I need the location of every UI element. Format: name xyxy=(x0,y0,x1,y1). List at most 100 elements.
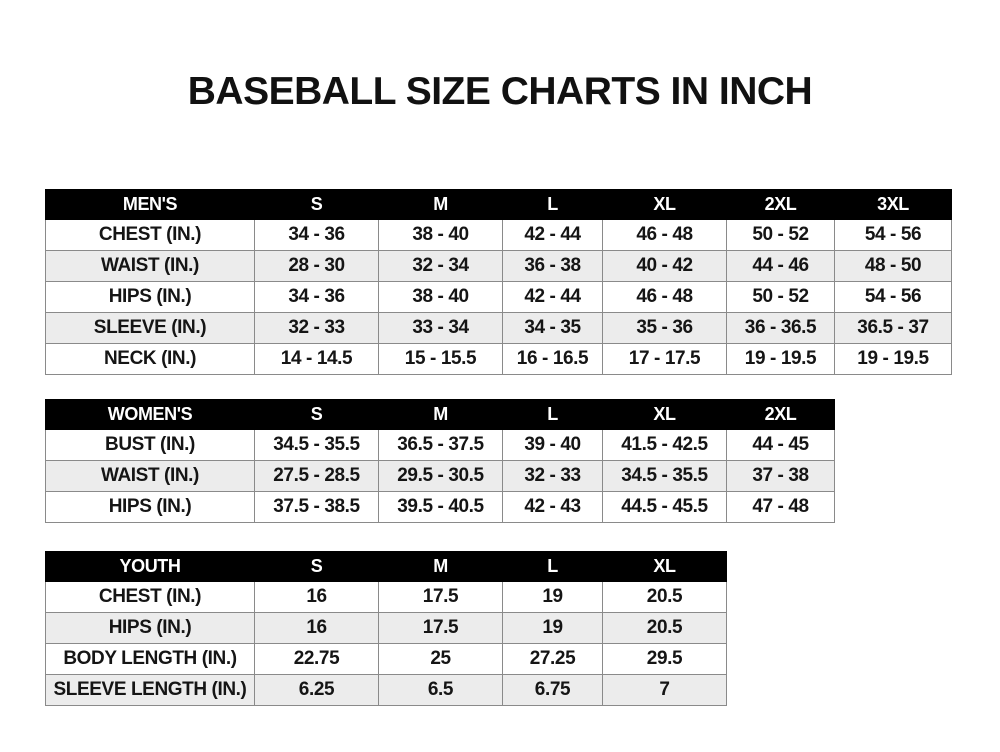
size-value: 6.5 xyxy=(378,674,503,706)
measurement-label: HIPS (IN.) xyxy=(45,612,255,644)
size-value: 27.5 - 28.5 xyxy=(254,460,379,492)
measurement-label: SLEEVE (IN.) xyxy=(45,312,255,344)
measurement-label: HIPS (IN.) xyxy=(45,281,255,313)
size-value: 32 - 33 xyxy=(502,460,603,492)
size-value: 34 - 36 xyxy=(254,219,379,251)
table-row: NECK (IN.) 14 - 14.5 15 - 15.5 16 - 16.5 17 … xyxy=(45,343,952,375)
size-header: L xyxy=(502,399,603,430)
header-row: YOUTH S M L XL xyxy=(45,551,727,582)
table-row: HIPS (IN.) 37.5 - 38.5 39.5 - 40.5 42 - 43 4… xyxy=(45,491,835,523)
size-value: 19 xyxy=(502,581,603,613)
size-header: L xyxy=(502,551,603,582)
table-row: HIPS (IN.) 16 17.5 19 20.5 xyxy=(45,612,727,644)
size-value: 6.25 xyxy=(254,674,379,706)
size-value: 50 - 52 xyxy=(726,219,835,251)
size-value: 35 - 36 xyxy=(602,312,727,344)
size-value: 33 - 34 xyxy=(378,312,503,344)
size-value: 17.5 xyxy=(378,612,503,644)
size-value: 20.5 xyxy=(602,581,727,613)
size-header: S xyxy=(254,399,379,430)
size-header: M xyxy=(378,189,503,220)
size-value: 46 - 48 xyxy=(602,281,727,313)
size-header: S xyxy=(254,189,379,220)
size-value: 47 - 48 xyxy=(726,491,835,523)
size-value: 39.5 - 40.5 xyxy=(378,491,503,523)
size-header: XL xyxy=(602,189,727,220)
size-value: 19 - 19.5 xyxy=(726,343,835,375)
category-header: MEN'S xyxy=(45,189,255,220)
size-value: 19 xyxy=(502,612,603,644)
size-value: 48 - 50 xyxy=(834,250,952,282)
table-row: BUST (IN.) 34.5 - 35.5 36.5 - 37.5 39 - 40 4… xyxy=(45,429,835,461)
size-value: 20.5 xyxy=(602,612,727,644)
size-value: 17.5 xyxy=(378,581,503,613)
size-value: 40 - 42 xyxy=(602,250,727,282)
size-header: XL xyxy=(602,551,727,582)
size-value: 41.5 - 42.5 xyxy=(602,429,727,461)
size-value: 37.5 - 38.5 xyxy=(254,491,379,523)
size-value: 42 - 44 xyxy=(502,219,603,251)
womens-size-table: WOMEN'S S M L XL 2XL BUST (IN.) 34.5 - 35.5 36.5… xyxy=(45,399,835,523)
category-header: YOUTH xyxy=(45,551,255,582)
size-value: 16 - 16.5 xyxy=(502,343,603,375)
size-value: 7 xyxy=(602,674,727,706)
size-value: 38 - 40 xyxy=(378,281,503,313)
measurement-label: CHEST (IN.) xyxy=(45,219,255,251)
size-value: 34 - 35 xyxy=(502,312,603,344)
youth-size-table: YOUTH S M L XL CHEST (IN.) 16 17.5 19 20.5 HIPS (I… xyxy=(45,551,727,706)
mens-size-table: MEN'S S M L XL 2XL 3XL CHEST (IN.) 34 - 36 38 - 4… xyxy=(45,189,952,375)
size-header: M xyxy=(378,399,503,430)
size-header: S xyxy=(254,551,379,582)
size-value: 54 - 56 xyxy=(834,281,952,313)
size-value: 27.25 xyxy=(502,643,603,675)
size-value: 36 - 36.5 xyxy=(726,312,835,344)
size-value: 29.5 - 30.5 xyxy=(378,460,503,492)
size-value: 19 - 19.5 xyxy=(834,343,952,375)
size-value: 34.5 - 35.5 xyxy=(254,429,379,461)
size-header: 3XL xyxy=(834,189,952,220)
size-header: L xyxy=(502,189,603,220)
size-value: 54 - 56 xyxy=(834,219,952,251)
size-value: 50 - 52 xyxy=(726,281,835,313)
size-value: 36.5 - 37 xyxy=(834,312,952,344)
header-row: MEN'S S M L XL 2XL 3XL xyxy=(45,189,952,220)
table-row: SLEEVE LENGTH (IN.) 6.25 6.5 6.75 7 xyxy=(45,674,727,706)
size-value: 16 xyxy=(254,612,379,644)
size-value: 15 - 15.5 xyxy=(378,343,503,375)
measurement-label: HIPS (IN.) xyxy=(45,491,255,523)
measurement-label: WAIST (IN.) xyxy=(45,460,255,492)
size-header: XL xyxy=(602,399,727,430)
table-row: WAIST (IN.) 28 - 30 32 - 34 36 - 38 40 - 42 4… xyxy=(45,250,952,282)
measurement-label: BUST (IN.) xyxy=(45,429,255,461)
category-header: WOMEN'S xyxy=(45,399,255,430)
size-header: 2XL xyxy=(726,189,835,220)
size-value: 39 - 40 xyxy=(502,429,603,461)
size-header: M xyxy=(378,551,503,582)
table-row: CHEST (IN.) 16 17.5 19 20.5 xyxy=(45,581,727,613)
size-value: 36 - 38 xyxy=(502,250,603,282)
measurement-label: SLEEVE LENGTH (IN.) xyxy=(45,674,255,706)
size-value: 16 xyxy=(254,581,379,613)
size-value: 6.75 xyxy=(502,674,603,706)
table-row: BODY LENGTH (IN.) 22.75 25 27.25 29.5 xyxy=(45,643,727,675)
size-value: 38 - 40 xyxy=(378,219,503,251)
table-row: CHEST (IN.) 34 - 36 38 - 40 42 - 44 46 - 48 5… xyxy=(45,219,952,251)
size-value: 44 - 46 xyxy=(726,250,835,282)
measurement-label: WAIST (IN.) xyxy=(45,250,255,282)
size-value: 14 - 14.5 xyxy=(254,343,379,375)
size-value: 17 - 17.5 xyxy=(602,343,727,375)
size-value: 32 - 34 xyxy=(378,250,503,282)
size-value: 29.5 xyxy=(602,643,727,675)
size-value: 42 - 44 xyxy=(502,281,603,313)
size-value: 25 xyxy=(378,643,503,675)
size-value: 32 - 33 xyxy=(254,312,379,344)
size-header: 2XL xyxy=(726,399,835,430)
measurement-label: BODY LENGTH (IN.) xyxy=(45,643,255,675)
size-value: 36.5 - 37.5 xyxy=(378,429,503,461)
table-row: HIPS (IN.) 34 - 36 38 - 40 42 - 44 46 - 48 50… xyxy=(45,281,952,313)
size-value: 44.5 - 45.5 xyxy=(602,491,727,523)
size-value: 44 - 45 xyxy=(726,429,835,461)
size-value: 34.5 - 35.5 xyxy=(602,460,727,492)
size-value: 42 - 43 xyxy=(502,491,603,523)
table-row: SLEEVE (IN.) 32 - 33 33 - 34 34 - 35 35 - 36… xyxy=(45,312,952,344)
